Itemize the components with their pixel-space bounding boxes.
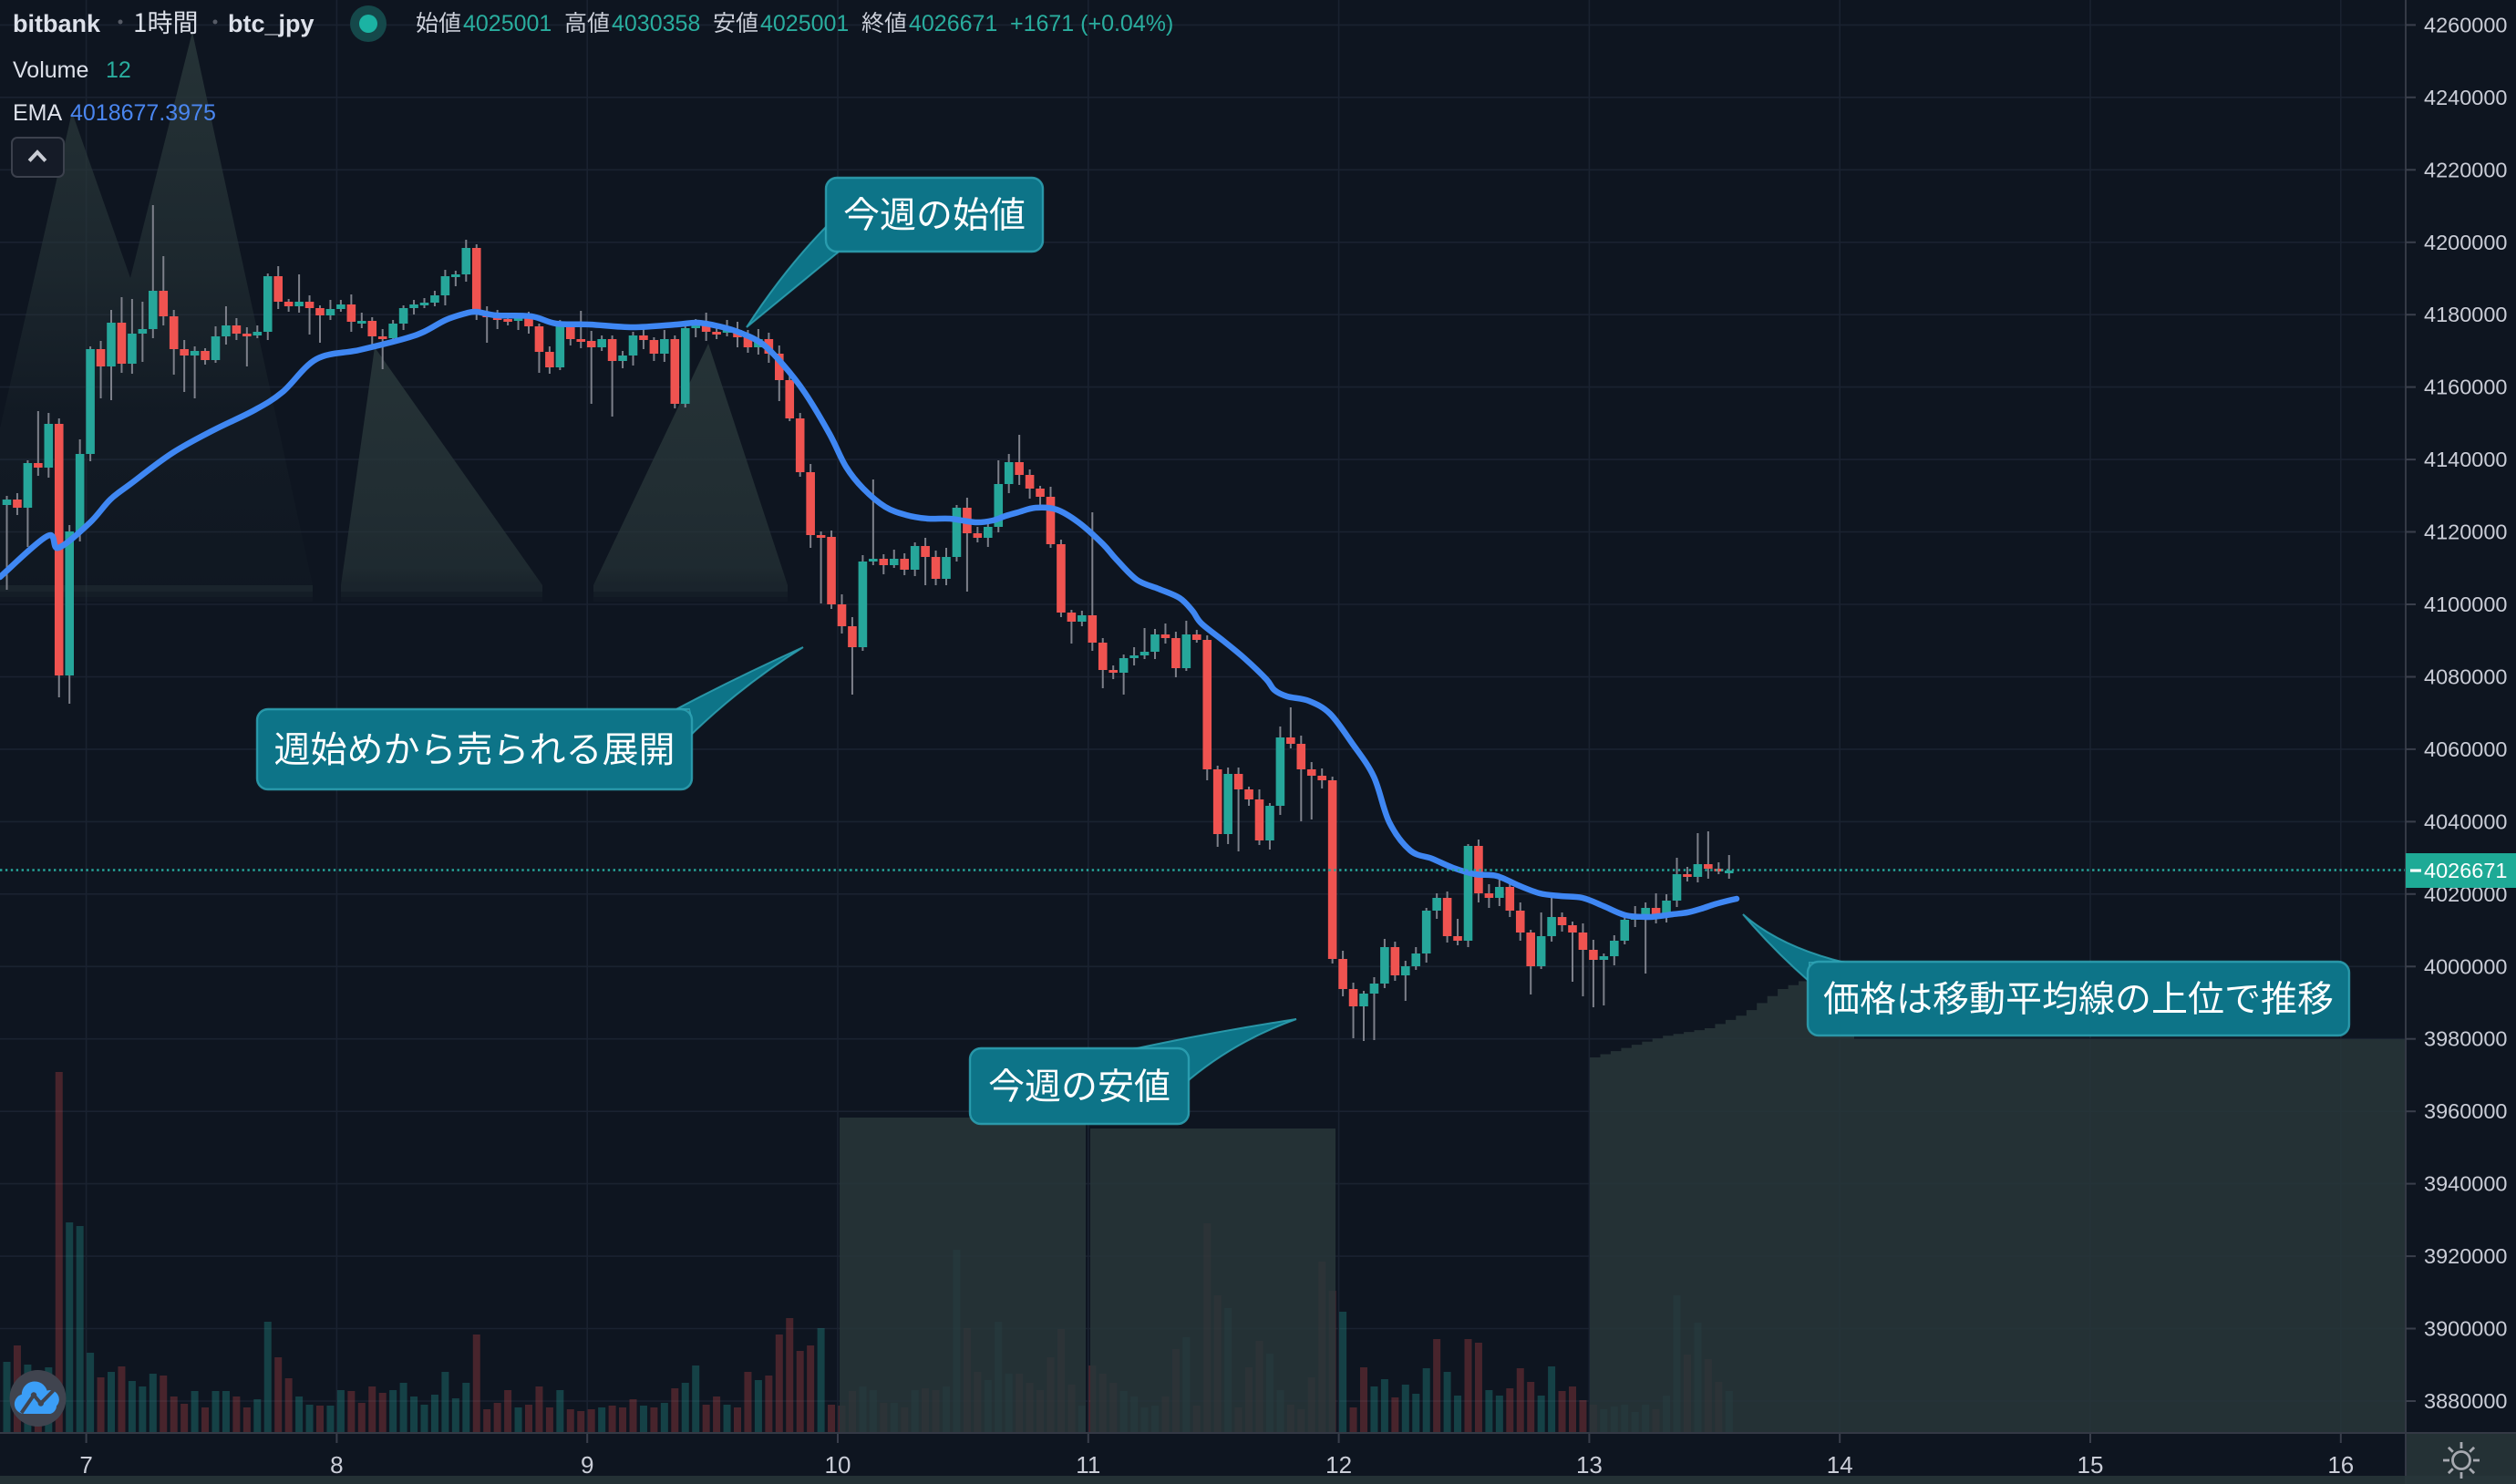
svg-text:4100000: 4100000	[2424, 593, 2508, 616]
svg-text:4200000: 4200000	[2424, 231, 2508, 254]
svg-text:+1671 (+0.04%): +1671 (+0.04%)	[1010, 11, 1173, 36]
svg-text:4025001: 4025001	[760, 11, 849, 36]
svg-text:3900000: 3900000	[2424, 1317, 2508, 1341]
svg-text:15: 15	[2078, 1451, 2104, 1479]
svg-text:4026671: 4026671	[2424, 859, 2508, 882]
svg-text:4260000: 4260000	[2424, 13, 2508, 36]
svg-text:3980000: 3980000	[2424, 1027, 2508, 1051]
svg-text:4040000: 4040000	[2424, 809, 2508, 833]
svg-text:4080000: 4080000	[2424, 665, 2508, 689]
svg-text:4030358: 4030358	[612, 11, 700, 36]
svg-text:3920000: 3920000	[2424, 1244, 2508, 1268]
svg-text:14: 14	[1827, 1451, 1853, 1479]
svg-text:3940000: 3940000	[2424, 1172, 2508, 1196]
svg-text:4018677.3975: 4018677.3975	[70, 100, 216, 126]
svg-text:4026671: 4026671	[909, 11, 997, 36]
svg-text:8: 8	[330, 1451, 343, 1479]
svg-text:13: 13	[1576, 1451, 1603, 1479]
svg-text:EMA: EMA	[13, 100, 63, 126]
svg-text:4025001: 4025001	[463, 11, 552, 36]
svg-text:4140000: 4140000	[2424, 448, 2508, 471]
svg-text:4160000: 4160000	[2424, 376, 2508, 399]
svg-text:10: 10	[825, 1451, 851, 1479]
svg-text:4180000: 4180000	[2424, 303, 2508, 326]
svg-text:btc_jpy: btc_jpy	[228, 10, 314, 37]
svg-text:12: 12	[1325, 1451, 1352, 1479]
svg-text:3960000: 3960000	[2424, 1099, 2508, 1123]
svg-text:4060000: 4060000	[2424, 737, 2508, 761]
svg-text:7: 7	[79, 1451, 92, 1479]
svg-text:16: 16	[2327, 1451, 2354, 1479]
svg-text:Volume: Volume	[13, 57, 88, 83]
svg-text:3880000: 3880000	[2424, 1389, 2508, 1413]
svg-text:4240000: 4240000	[2424, 86, 2508, 109]
svg-text:bitbank: bitbank	[13, 10, 101, 37]
svg-text:4220000: 4220000	[2424, 158, 2508, 181]
svg-text:9: 9	[581, 1451, 593, 1479]
svg-text:4120000: 4120000	[2424, 520, 2508, 544]
svg-text:12: 12	[106, 57, 131, 83]
svg-text:4000000: 4000000	[2424, 954, 2508, 978]
svg-text:11: 11	[1076, 1451, 1100, 1479]
